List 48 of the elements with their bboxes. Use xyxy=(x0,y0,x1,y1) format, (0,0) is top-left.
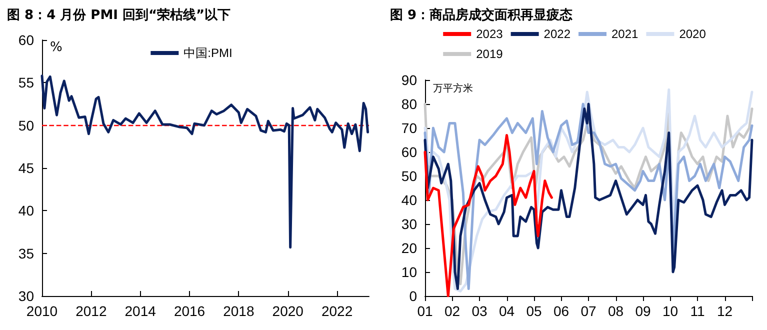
x-tick-label: 10 xyxy=(662,303,678,319)
y-axis-title: % xyxy=(50,40,62,55)
x-tick-label: 11 xyxy=(690,303,705,319)
y-tick-label: 30 xyxy=(401,216,418,232)
y-tick-label: 30 xyxy=(18,288,34,304)
y-tick-label: 60 xyxy=(18,32,34,48)
y-tick-label: 80 xyxy=(401,96,418,112)
x-tick-label: 2022 xyxy=(321,303,353,319)
x-tick-label: 06 xyxy=(553,303,570,319)
y-tick-label: 50 xyxy=(401,168,418,184)
y-tick-label: 10 xyxy=(401,264,418,280)
y-tick-label: 0 xyxy=(409,288,418,304)
legend-label: 2021 xyxy=(612,27,639,41)
y-tick-label: 45 xyxy=(18,160,34,176)
line-series xyxy=(424,134,553,298)
y-tick-label: 55 xyxy=(18,74,34,91)
x-tick-label: 05 xyxy=(526,303,542,319)
legend-label: 中国:PMI xyxy=(184,46,232,60)
x-tick-label: 2020 xyxy=(272,303,304,319)
y-tick-label: 40 xyxy=(401,192,418,208)
x-tick-label: 02 xyxy=(444,303,460,319)
legend-label: 2022 xyxy=(544,27,571,41)
x-tick-label: 2018 xyxy=(223,303,254,319)
chart-title: 图 8：4 月份 PMI 回到“荣枯线”以下 xyxy=(7,8,231,23)
y-tick-label: 50 xyxy=(18,117,34,134)
y-tick-label: 60 xyxy=(401,144,418,160)
y-axis-title: 万平方米 xyxy=(433,82,473,94)
x-tick-label: 2010 xyxy=(26,303,58,319)
chart-title: 图 9：商品房成交面积再显疲态 xyxy=(390,7,574,23)
x-tick-label: 12 xyxy=(716,303,733,319)
x-tick-label: 07 xyxy=(580,303,596,319)
legend-label: 2019 xyxy=(476,47,504,61)
x-tick-label: 2016 xyxy=(174,303,206,319)
y-tick-label: 70 xyxy=(401,120,418,136)
x-tick-label: 08 xyxy=(608,303,624,319)
x-tick-label: 2014 xyxy=(124,303,156,319)
x-tick-label: 09 xyxy=(635,303,651,319)
legend-label: 2023 xyxy=(476,27,504,41)
legend-label: 2020 xyxy=(679,27,706,41)
x-tick-label: 2012 xyxy=(76,303,107,319)
y-tick-label: 40 xyxy=(18,202,34,219)
x-tick-label: 04 xyxy=(498,303,515,319)
x-tick-label: 03 xyxy=(472,303,488,319)
y-tick-label: 20 xyxy=(401,240,418,256)
y-tick-label: 90 xyxy=(401,72,418,88)
y-tick-label: 35 xyxy=(18,245,34,262)
line-series xyxy=(40,74,370,249)
x-tick-label: 01 xyxy=(417,303,433,319)
